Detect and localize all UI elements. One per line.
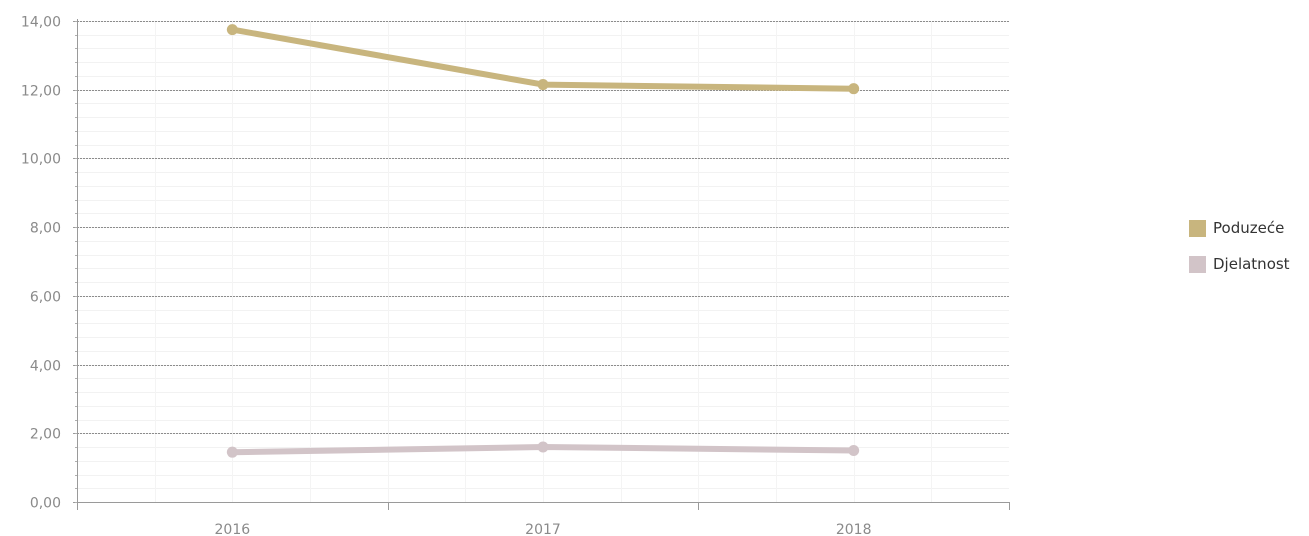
y-tick-label: 14,00 (21, 15, 61, 31)
legend-label-djelatnost: Djelatnost (1213, 255, 1290, 273)
y-tick-label: 8,00 (30, 221, 61, 237)
grid-layer (77, 21, 1009, 503)
x-tick-label: 2017 (525, 522, 561, 536)
x-tick-label: 2018 (836, 522, 872, 536)
y-tick-label: 12,00 (21, 84, 61, 100)
legend-item-djelatnost[interactable]: Djelatnost (1189, 246, 1290, 282)
data-point-0-2 (848, 83, 860, 95)
legend-swatch-poduzece (1189, 219, 1206, 237)
y-tick-label: 4,00 (30, 359, 61, 375)
data-point-0-1 (537, 79, 549, 91)
legend-label-poduzece: Poduzeće (1213, 219, 1285, 237)
data-point-0-0 (226, 24, 238, 36)
y-tick-label: 10,00 (21, 152, 61, 168)
y-tick-label: 6,00 (30, 290, 61, 306)
legend-item-poduzece[interactable]: Poduzeće (1189, 210, 1290, 246)
y-tick-label: 2,00 (30, 427, 61, 443)
y-tick-label: 0,00 (30, 496, 61, 512)
legend: Poduzeće Djelatnost (1189, 210, 1290, 282)
data-point-1-0 (226, 446, 238, 458)
x-tick-label: 2016 (215, 522, 251, 536)
data-point-1-2 (848, 444, 860, 456)
legend-swatch-djelatnost (1189, 255, 1206, 273)
data-point-1-1 (537, 441, 549, 453)
axis-layer: 0,00 2,00 4,00 6,00 8,00 10,00 12,00 14,00 2016 2… (21, 15, 1010, 536)
series-layer (226, 24, 860, 458)
